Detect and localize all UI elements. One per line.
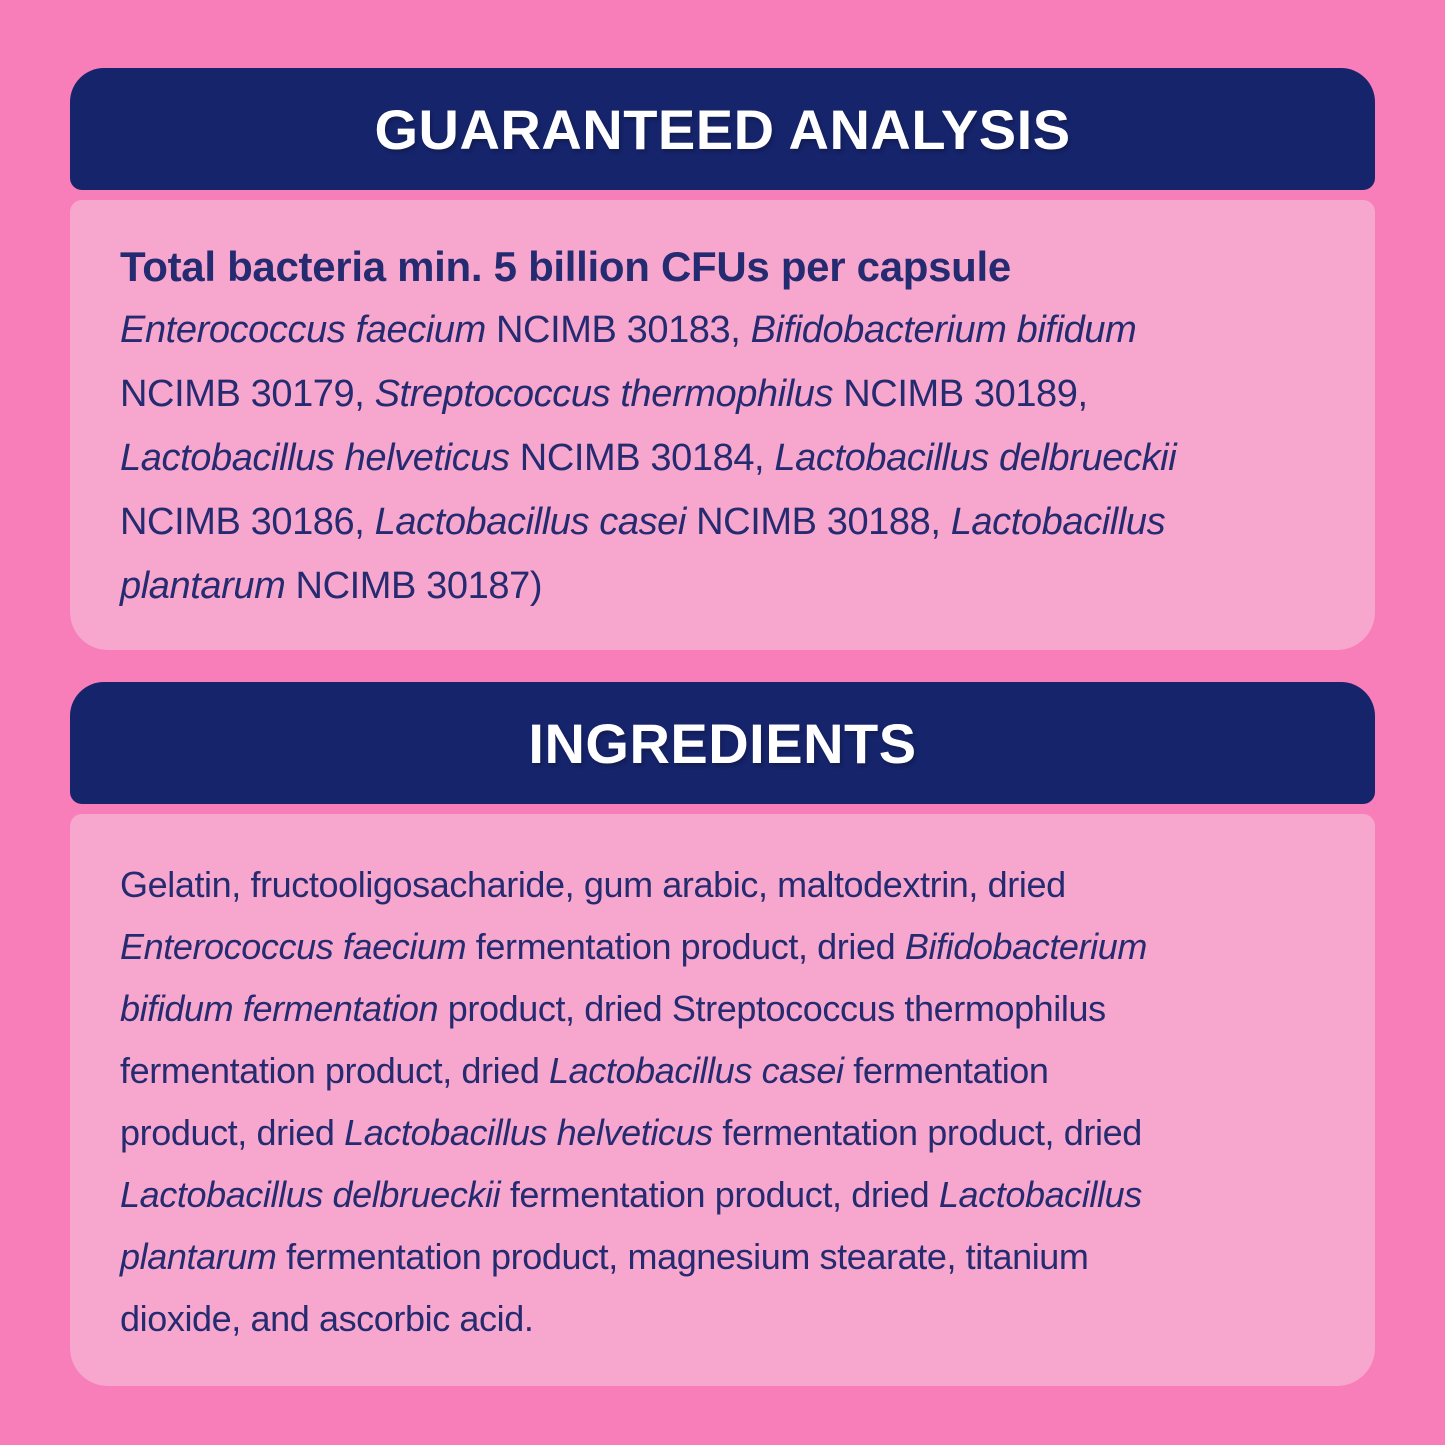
text-run: fermentation [843, 1050, 1049, 1091]
text-run: fermentation product, dried [466, 926, 905, 967]
ingredients-text-line: fermentation product, dried Lactobacillu… [120, 1040, 1325, 1102]
guaranteed-analysis-header: GUARANTEED ANALYSIS [70, 68, 1375, 190]
ingredients-text-line: dioxide, and ascorbic acid. [120, 1288, 1325, 1350]
species-name-italic: Enterococcus faecium [120, 309, 486, 351]
strain-text-line: NCIMB 30179, Streptococcus thermophilus … [120, 362, 1325, 426]
text-run: NCIMB 30184, [509, 437, 775, 479]
text-run: fermentation product, dried [712, 1112, 1142, 1153]
text-run: NCIMB 30188, [685, 501, 951, 543]
strain-text-line: NCIMB 30186, Lactobacillus casei NCIMB 3… [120, 490, 1325, 554]
ingredients-text-line: product, dried Lactobacillus helveticus … [120, 1102, 1325, 1164]
guaranteed-analysis-body: Total bacteria min. 5 billion CFUs per c… [70, 200, 1375, 650]
species-name-italic: Bifidobacterium bifidum [750, 309, 1137, 351]
ingredients-text-line: Enterococcus faecium fermentation produc… [120, 916, 1325, 978]
ingredients-title: INGREDIENTS [528, 711, 917, 775]
strain-text-line: plantarum NCIMB 30187) [120, 554, 1325, 618]
species-name-italic: plantarum [120, 565, 286, 607]
species-name-italic: Lactobacillus delbrueckii [120, 1174, 501, 1215]
text-run: product, dried Streptococcus thermophilu… [438, 988, 1106, 1029]
species-name-italic: Lactobacillus casei [549, 1050, 844, 1091]
ingredients-text-line: plantarum fermentation product, magnesiu… [120, 1226, 1325, 1288]
ingredients-body: Gelatin, fructooligosacharide, gum arabi… [70, 814, 1375, 1386]
species-name-italic: Streptococcus thermophilus [374, 373, 834, 415]
species-name-italic: Lactobacillus [938, 1174, 1142, 1215]
text-run: NCIMB 30183, [485, 309, 751, 351]
text-run: NCIMB 30187) [285, 565, 543, 607]
guaranteed-analysis-title: GUARANTEED ANALYSIS [374, 97, 1071, 161]
text-run: fermentation product, dried [120, 1050, 550, 1091]
species-name-italic: Lactobacillus helveticus [120, 437, 510, 479]
species-name-italic: Enterococcus faecium [120, 926, 467, 967]
text-run: Gelatin, fructooligosacharide, gum arabi… [120, 864, 1066, 905]
species-name-italic: Bifidobacterium [904, 926, 1148, 967]
ingredients-text-line: Gelatin, fructooligosacharide, gum arabi… [120, 854, 1325, 916]
ingredients-section: INGREDIENTS Gelatin, fructooligosacharid… [70, 682, 1375, 1386]
guaranteed-analysis-section: GUARANTEED ANALYSIS Total bacteria min. … [70, 68, 1375, 650]
species-name-italic: Lactobacillus delbrueckii [774, 437, 1177, 479]
strain-text-line: Lactobacillus helveticus NCIMB 30184, La… [120, 426, 1325, 490]
ingredients-header: INGREDIENTS [70, 682, 1375, 804]
text-run: NCIMB 30179, [120, 373, 375, 415]
text-run: dioxide, and ascorbic acid. [120, 1298, 534, 1339]
ingredients-text-line: bifidum fermentation product, dried Stre… [120, 978, 1325, 1040]
species-name-italic: plantarum [120, 1236, 277, 1277]
total-bacteria-lead-line: Total bacteria min. 5 billion CFUs per c… [120, 243, 1011, 290]
text-run: NCIMB 30186, [120, 501, 375, 543]
species-name-italic: Lactobacillus casei [374, 501, 687, 543]
species-name-italic: Lactobacillus [950, 501, 1166, 543]
text-run: product, dried [120, 1112, 345, 1153]
strain-text-line: Enterococcus faecium NCIMB 30183, Bifido… [120, 298, 1325, 362]
text-run: fermentation product, magnesium stearate… [276, 1236, 1089, 1277]
species-name-italic: Lactobacillus helveticus [344, 1112, 713, 1153]
text-run: NCIMB 30189, [833, 373, 1088, 415]
text-run: fermentation product, dried [500, 1174, 939, 1215]
species-name-italic: bifidum fermentation [120, 988, 439, 1029]
ingredients-text-line: Lactobacillus delbrueckii fermentation p… [120, 1164, 1325, 1226]
